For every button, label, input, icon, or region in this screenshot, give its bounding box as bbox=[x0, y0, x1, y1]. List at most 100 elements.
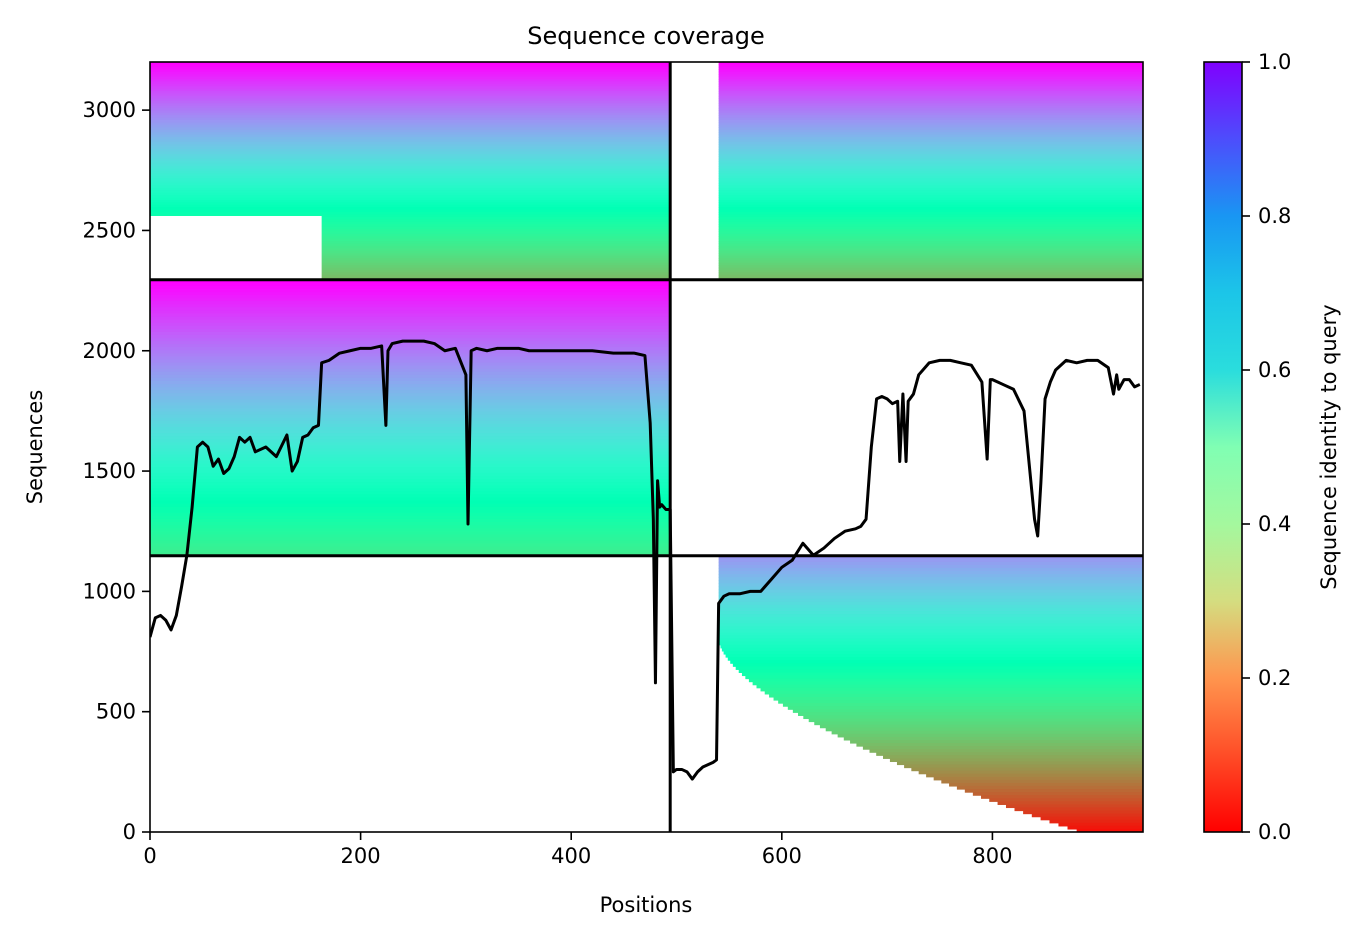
heatmap-band bbox=[718, 245, 1143, 249]
heatmap-band bbox=[150, 285, 671, 290]
heatmap-band bbox=[926, 773, 1143, 778]
heatmap-band bbox=[803, 715, 1143, 720]
heatmap-band bbox=[718, 195, 1143, 199]
chart-title: Sequence coverage bbox=[527, 22, 764, 50]
heatmap-band bbox=[738, 669, 1143, 673]
heatmap-band bbox=[150, 199, 671, 203]
heatmap-band bbox=[831, 730, 1143, 735]
heatmap-band bbox=[787, 706, 1143, 710]
heatmap-band bbox=[1031, 813, 1143, 818]
heatmap-band bbox=[150, 66, 671, 70]
heatmap-band bbox=[1005, 804, 1143, 809]
heatmap-band bbox=[718, 112, 1143, 116]
heatmap-band bbox=[718, 555, 1143, 560]
heatmap-band bbox=[718, 623, 1143, 627]
heatmap-band bbox=[150, 71, 671, 75]
heatmap-band bbox=[792, 709, 1143, 713]
colorbar-tick-label: 0.8 bbox=[1258, 204, 1291, 228]
heatmap-band bbox=[718, 238, 1143, 242]
heatmap-band bbox=[150, 298, 671, 302]
y-axis-label: Sequences bbox=[23, 390, 47, 505]
heatmap-band bbox=[150, 137, 671, 141]
heatmap-band bbox=[150, 301, 671, 305]
heatmap-band bbox=[782, 703, 1143, 707]
heatmap-band bbox=[718, 110, 1143, 114]
heatmap-band bbox=[718, 270, 1143, 274]
heatmap-band bbox=[150, 207, 671, 211]
heatmap-band bbox=[1023, 810, 1143, 815]
heatmap-band bbox=[718, 76, 1143, 80]
heatmap-band bbox=[150, 219, 671, 223]
heatmap-band bbox=[150, 238, 671, 242]
colorbar-tick-label: 0.2 bbox=[1258, 666, 1291, 690]
heatmap-band bbox=[718, 153, 1143, 157]
heatmap-band bbox=[718, 141, 1143, 145]
heatmap-band bbox=[856, 742, 1143, 747]
heatmap-band bbox=[150, 384, 671, 388]
heatmap-band bbox=[718, 98, 1143, 102]
heatmap-band bbox=[718, 149, 1143, 153]
heatmap-band bbox=[718, 571, 1143, 575]
heatmap-band bbox=[150, 396, 671, 400]
heatmap-band bbox=[718, 62, 1143, 66]
heatmap-band bbox=[150, 216, 671, 220]
heatmap-band bbox=[764, 690, 1143, 695]
heatmap-band bbox=[150, 491, 671, 496]
y-tick-label: 3000 bbox=[83, 98, 136, 122]
heatmap-band bbox=[150, 334, 671, 339]
heatmap-band bbox=[718, 583, 1143, 588]
heatmap-band bbox=[150, 466, 671, 471]
heatmap-band bbox=[150, 374, 671, 379]
heatmap-band bbox=[150, 279, 671, 284]
heatmap-band bbox=[718, 611, 1143, 615]
heatmap-band bbox=[718, 558, 1143, 563]
heatmap-band bbox=[150, 433, 671, 437]
heatmap-band bbox=[150, 436, 671, 440]
heatmap-band bbox=[150, 353, 671, 358]
heatmap-band bbox=[1058, 822, 1143, 827]
heatmap-band bbox=[718, 568, 1143, 572]
heatmap-band bbox=[718, 192, 1143, 196]
x-tick-label: 800 bbox=[972, 844, 1012, 868]
heatmap-band bbox=[718, 134, 1143, 138]
heatmap-band bbox=[150, 390, 671, 394]
heatmap-band bbox=[718, 207, 1143, 211]
heatmap-band bbox=[718, 577, 1143, 581]
heatmap-band bbox=[150, 253, 671, 257]
heatmap-band bbox=[150, 482, 671, 486]
heatmap-band bbox=[150, 377, 671, 382]
heatmap-band bbox=[150, 537, 671, 542]
heatmap-band bbox=[150, 549, 671, 554]
heatmap-band bbox=[150, 76, 671, 80]
heatmap-band bbox=[150, 417, 671, 422]
heatmap-band bbox=[904, 764, 1143, 769]
heatmap-band bbox=[150, 151, 671, 155]
heatmap-block-3 bbox=[150, 279, 671, 557]
heatmap-block-2 bbox=[718, 62, 1143, 281]
heatmap-band bbox=[741, 672, 1143, 677]
heatmap-band bbox=[718, 182, 1143, 186]
heatmap-band bbox=[718, 132, 1143, 136]
y-tick-label: 1500 bbox=[83, 459, 136, 483]
block-boundaries bbox=[150, 62, 1143, 832]
heatmap-band bbox=[150, 325, 671, 330]
heatmap-band bbox=[825, 727, 1143, 732]
heatmap-band bbox=[718, 260, 1143, 264]
heatmap-band bbox=[150, 166, 671, 170]
heatmap-band bbox=[150, 347, 671, 351]
heatmap-band bbox=[918, 770, 1143, 775]
heatmap-band bbox=[150, 115, 671, 119]
heatmap-block-4 bbox=[718, 555, 1143, 832]
heatmap-band bbox=[718, 190, 1143, 194]
heatmap-band bbox=[718, 604, 1143, 609]
heatmap-band bbox=[150, 226, 671, 230]
heatmap-band bbox=[718, 199, 1143, 203]
heatmap-band bbox=[718, 197, 1143, 201]
heatmap-band bbox=[150, 411, 671, 416]
heatmap-band bbox=[150, 144, 671, 148]
heatmap-band bbox=[150, 241, 671, 245]
heatmap-band bbox=[718, 219, 1143, 223]
heatmap-band bbox=[869, 749, 1143, 753]
heatmap-band bbox=[150, 100, 671, 104]
